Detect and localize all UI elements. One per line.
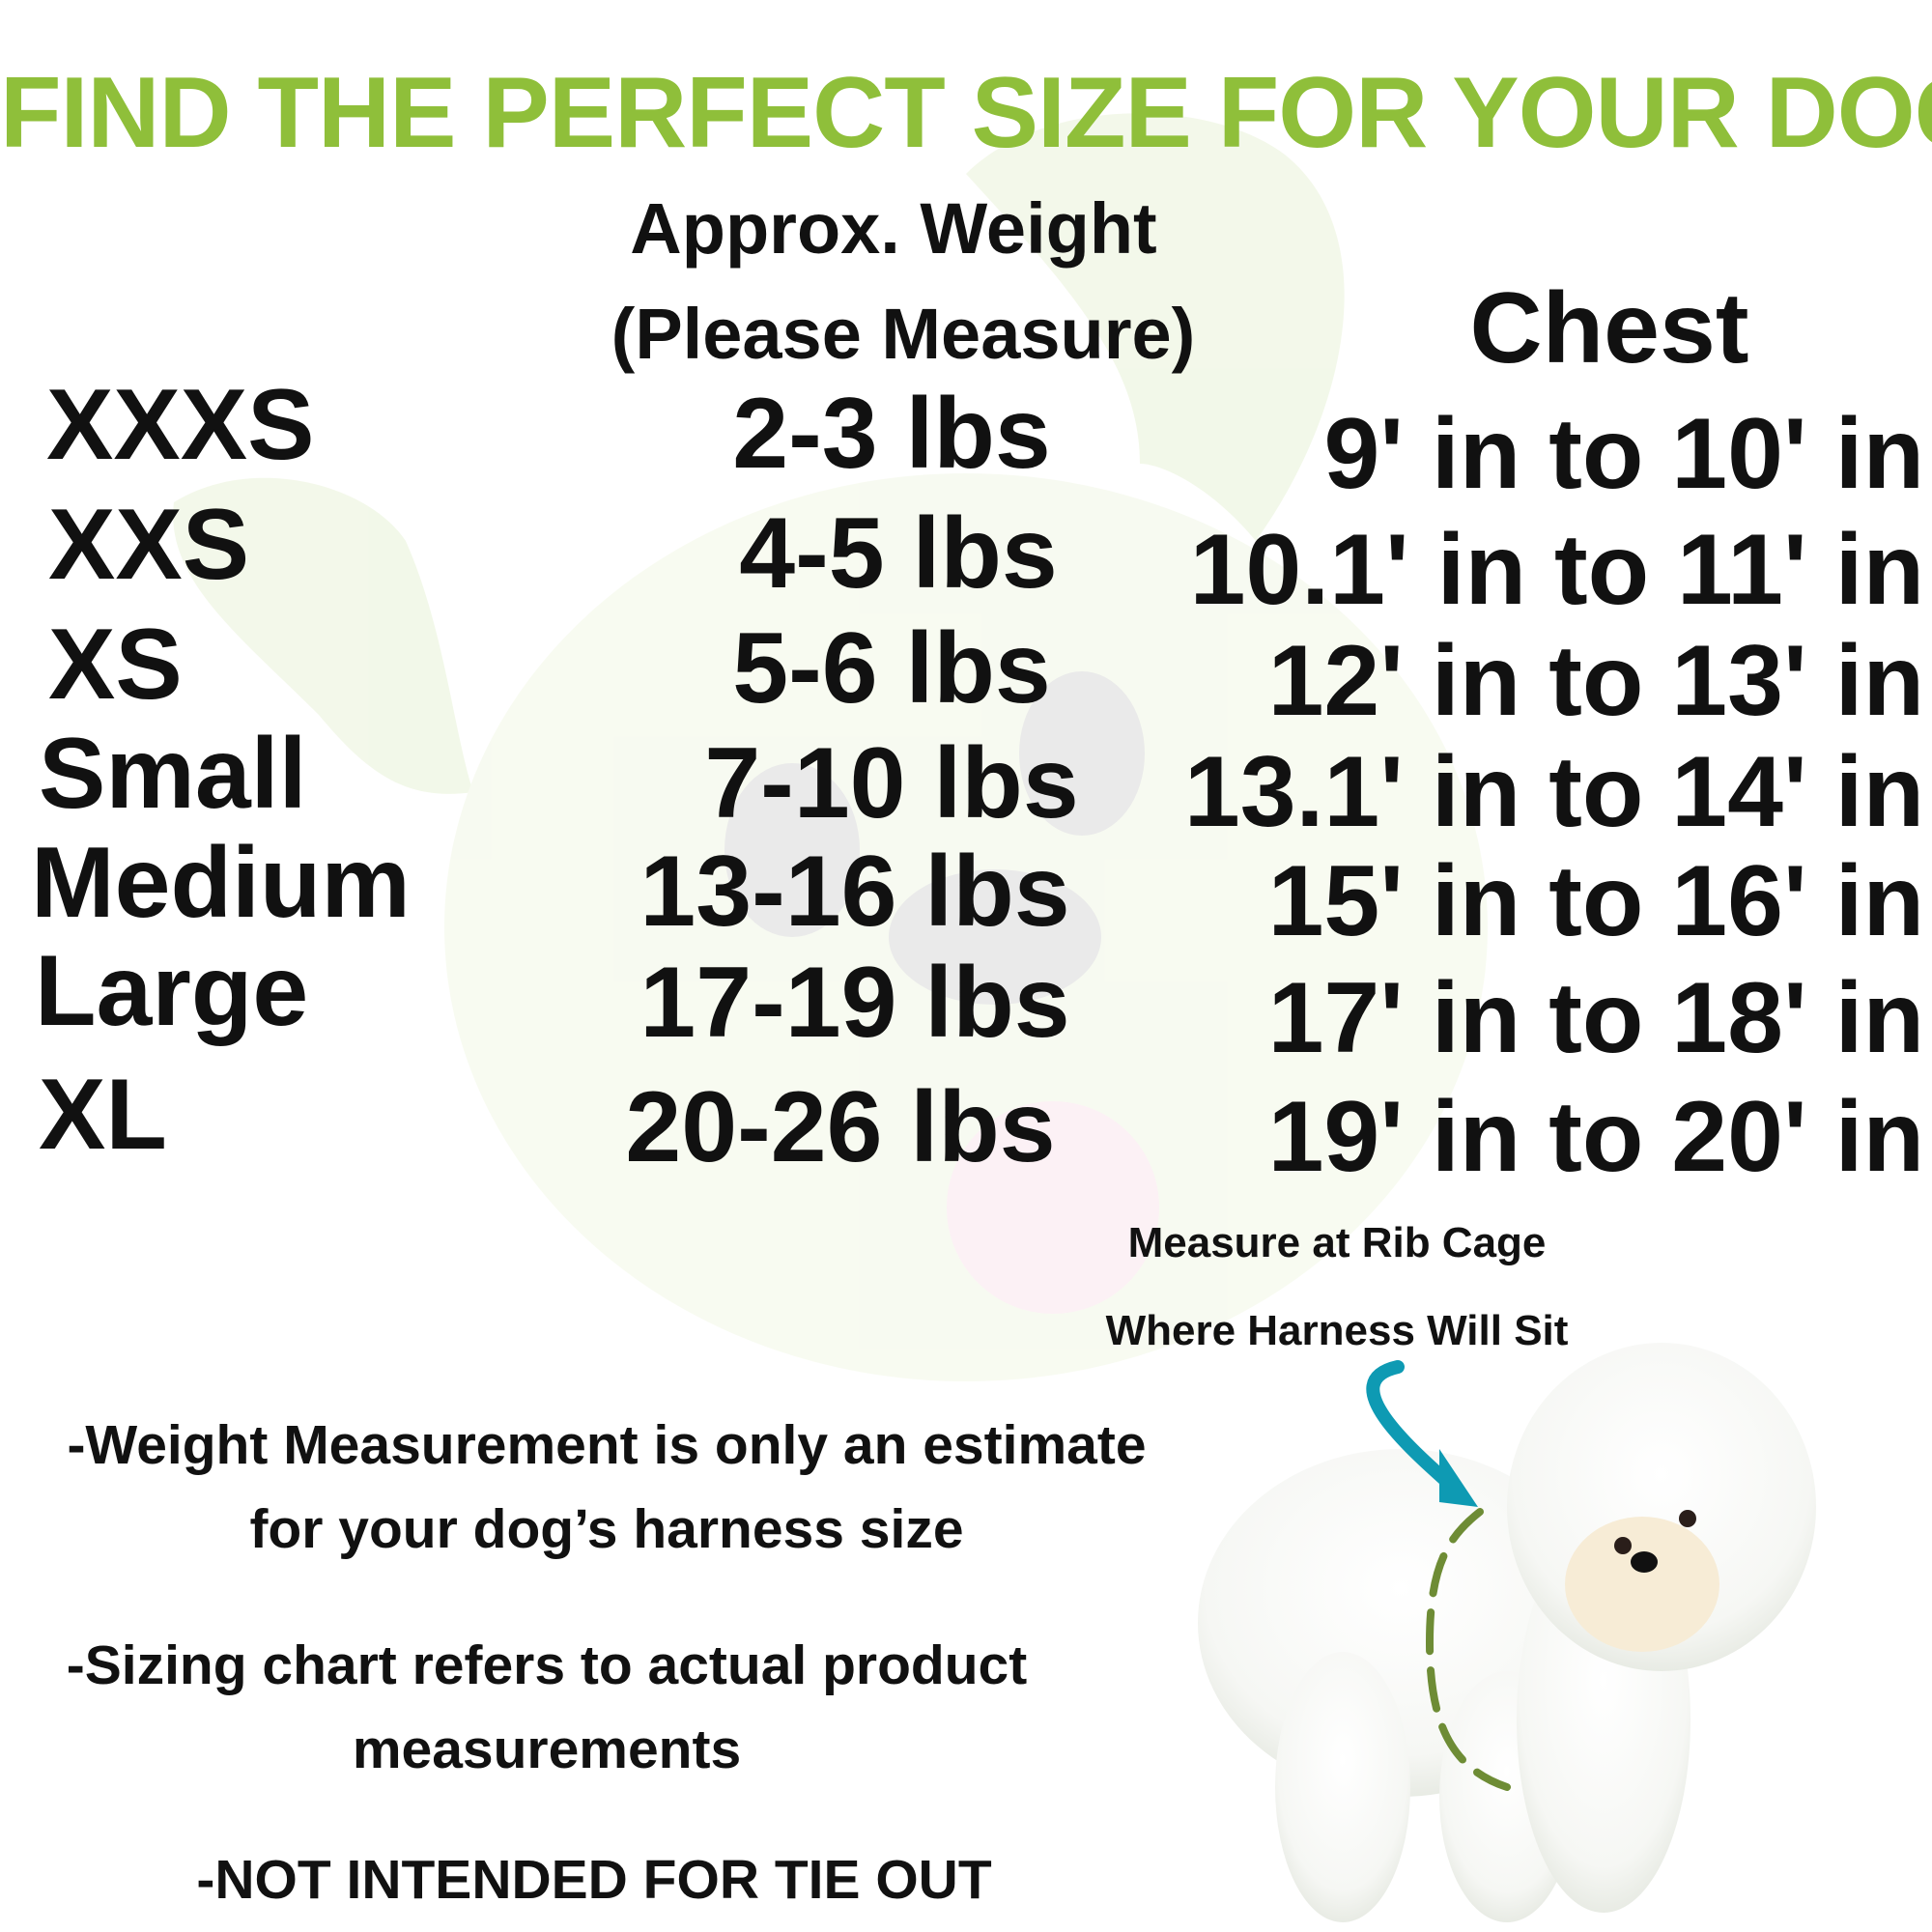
note-weight-estimate-line2: for your dog’s harness size bbox=[249, 1498, 964, 1560]
weight-header-line2: (Please Measure) bbox=[611, 294, 1196, 374]
size-label: XXXS bbox=[46, 369, 315, 481]
page-title: FIND THE PERFECT SIZE FOR YOUR DOG bbox=[0, 57, 1932, 169]
dog-photo bbox=[1198, 1343, 1816, 1922]
size-label: Medium bbox=[31, 827, 411, 939]
caption-line2: Where Harness Will Sit bbox=[1105, 1307, 1569, 1354]
chest-value: 12' in to 13' in bbox=[1267, 625, 1924, 737]
weight-value: 13-16 lbs bbox=[639, 836, 1070, 948]
chest-header: Chest bbox=[1469, 272, 1749, 384]
note-tie-out: -NOT INTENDED FOR TIE OUT bbox=[196, 1849, 992, 1911]
weight-value: 7-10 lbs bbox=[704, 727, 1079, 839]
curved-arrow-icon bbox=[1366, 1360, 1461, 1494]
weight-value: 4-5 lbs bbox=[739, 497, 1058, 610]
size-label: XL bbox=[39, 1059, 167, 1171]
chest-value: 17' in to 18' in bbox=[1267, 962, 1924, 1074]
note-sizing-line2: measurements bbox=[352, 1719, 742, 1780]
chest-value: 9' in to 10' in bbox=[1323, 398, 1924, 510]
size-label: XS bbox=[48, 609, 183, 721]
size-label: XXS bbox=[48, 489, 250, 601]
note-sizing-line1: -Sizing chart refers to actual product bbox=[66, 1634, 1028, 1696]
size-label: Large bbox=[35, 935, 309, 1047]
weight-value: 17-19 lbs bbox=[639, 947, 1070, 1059]
chest-value: 13.1' in to 14' in bbox=[1183, 736, 1924, 848]
dog-body bbox=[1198, 1343, 1816, 1922]
caption-line1: Measure at Rib Cage bbox=[1127, 1219, 1547, 1266]
weight-value: 5-6 lbs bbox=[732, 612, 1051, 724]
chest-value: 15' in to 16' in bbox=[1267, 845, 1924, 957]
weight-value: 2-3 lbs bbox=[732, 378, 1051, 490]
rib-cage-dashed-line bbox=[1425, 1508, 1511, 1791]
chest-value: 10.1' in to 11' in bbox=[1189, 514, 1924, 626]
weight-value: 20-26 lbs bbox=[625, 1071, 1056, 1183]
weight-header-line1: Approx. Weight bbox=[630, 188, 1157, 269]
note-weight-estimate-line1: -Weight Measurement is only an estimate bbox=[67, 1414, 1147, 1476]
size-label: Small bbox=[39, 718, 307, 830]
chest-value: 19' in to 20' in bbox=[1267, 1081, 1924, 1193]
